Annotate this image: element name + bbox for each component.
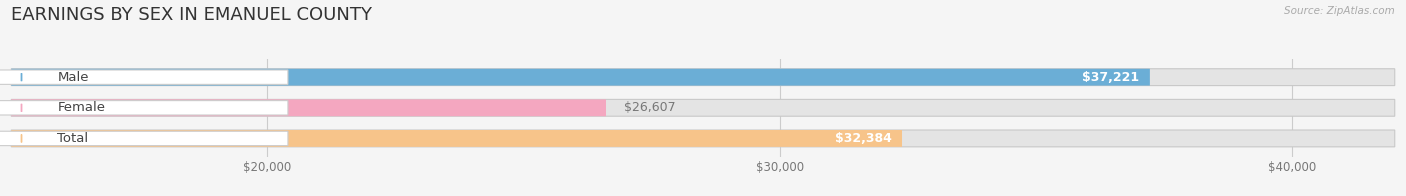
- FancyBboxPatch shape: [11, 99, 606, 116]
- Text: EARNINGS BY SEX IN EMANUEL COUNTY: EARNINGS BY SEX IN EMANUEL COUNTY: [11, 6, 373, 24]
- FancyBboxPatch shape: [0, 70, 288, 84]
- FancyBboxPatch shape: [0, 131, 288, 146]
- Text: $37,221: $37,221: [1083, 71, 1140, 84]
- Text: Source: ZipAtlas.com: Source: ZipAtlas.com: [1284, 6, 1395, 16]
- FancyBboxPatch shape: [11, 130, 1395, 147]
- FancyBboxPatch shape: [0, 101, 288, 115]
- Text: Total: Total: [58, 132, 89, 145]
- FancyBboxPatch shape: [11, 99, 1395, 116]
- Text: Male: Male: [58, 71, 89, 84]
- FancyBboxPatch shape: [11, 130, 903, 147]
- Text: $32,384: $32,384: [835, 132, 891, 145]
- Text: $26,607: $26,607: [624, 101, 675, 114]
- FancyBboxPatch shape: [11, 69, 1395, 86]
- Text: Female: Female: [58, 101, 105, 114]
- FancyBboxPatch shape: [11, 69, 1150, 86]
